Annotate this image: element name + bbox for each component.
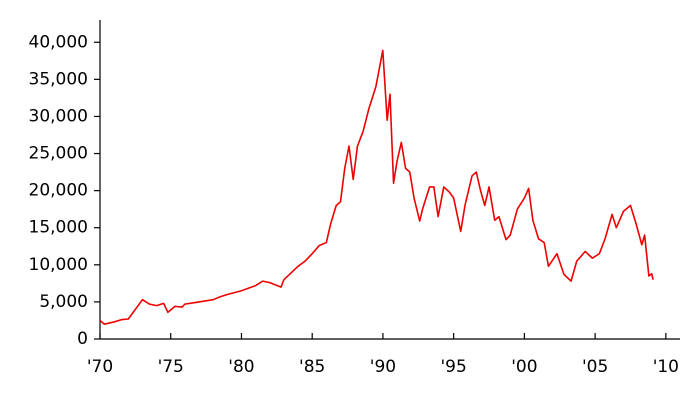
x-tick-label: '90: [370, 357, 396, 377]
x-tick-label: '05: [582, 357, 608, 377]
y-tick-label: 40,000: [29, 32, 88, 52]
x-tick-label: '80: [228, 357, 254, 377]
y-tick-label: 20,000: [29, 181, 88, 201]
y-tick-label: 10,000: [29, 255, 88, 275]
y-tick-label: 25,000: [29, 144, 88, 164]
x-tick-label: '00: [511, 357, 537, 377]
y-tick-label: 35,000: [29, 69, 88, 89]
line: [99, 49, 654, 325]
x-tick-label: '70: [87, 357, 113, 377]
x-tick-label: '95: [441, 357, 467, 377]
x-tick-label: '85: [299, 357, 325, 377]
x-tick-label: '75: [158, 357, 184, 377]
y-tick-label: 15,000: [29, 218, 88, 238]
y-tick-label: 30,000: [29, 106, 88, 126]
x-tick-label: '10: [653, 357, 679, 377]
y-tick-label: 5,000: [39, 292, 88, 312]
y-tick-label: 0: [77, 329, 88, 349]
